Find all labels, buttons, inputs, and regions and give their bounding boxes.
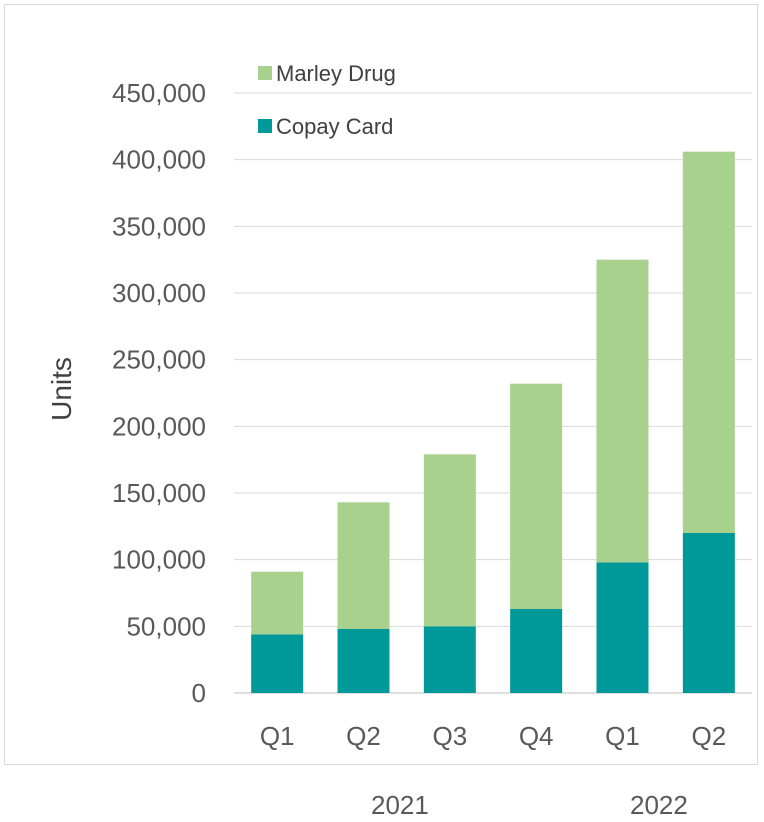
bars: [251, 151, 735, 693]
y-axis-title: Units: [46, 357, 77, 421]
bar-marley-drug: [251, 571, 304, 635]
year-label-2022: 2022: [630, 790, 688, 820]
x-axis-ticks: Q1 Q2 Q3 Q4 Q1 Q2: [260, 721, 726, 751]
y-tick-label: 0: [192, 678, 206, 708]
y-tick-label: 200,000: [112, 411, 206, 441]
y-tick-label: 450,000: [112, 78, 206, 108]
legend-label: Copay Card: [276, 114, 393, 139]
bar-marley-drug: [337, 502, 390, 629]
bar-copay-card: [510, 609, 563, 693]
bar-marley-drug: [682, 151, 735, 533]
y-tick-label: 250,000: [112, 345, 206, 375]
y-tick-label: 350,000: [112, 211, 206, 241]
y-tick-label: 50,000: [126, 611, 206, 641]
bar-copay-card: [682, 533, 735, 693]
bar-marley-drug: [596, 259, 649, 563]
x-tick-label: Q1: [605, 721, 640, 751]
y-tick-label: 400,000: [112, 145, 206, 175]
y-tick-label: 150,000: [112, 478, 206, 508]
y-tick-label: 100,000: [112, 545, 206, 575]
chart-frame: [4, 4, 758, 765]
bar-copay-card: [423, 626, 476, 693]
x-tick-label: Q3: [432, 721, 467, 751]
gridlines: [234, 92, 752, 694]
bar-marley-drug: [510, 383, 563, 609]
legend-label: Marley Drug: [276, 61, 396, 86]
bar-copay-card: [337, 629, 390, 693]
x-tick-label: Q1: [260, 721, 295, 751]
y-tick-label: 300,000: [112, 278, 206, 308]
x-tick-label: Q2: [346, 721, 381, 751]
bar-marley-drug: [423, 454, 476, 627]
x-tick-label: Q2: [691, 721, 726, 751]
bar-copay-card: [596, 562, 649, 693]
legend-swatch: [258, 66, 272, 80]
y-axis-ticks: 0 50,000 100,000 150,000 200,000 250,000 300,0…: [112, 78, 206, 708]
legend: Marley Drug Copay Card: [258, 61, 396, 139]
year-label-2021: 2021: [371, 790, 429, 820]
bar-copay-card: [251, 634, 304, 693]
legend-swatch: [258, 119, 272, 133]
x-tick-label: Q4: [519, 721, 554, 751]
